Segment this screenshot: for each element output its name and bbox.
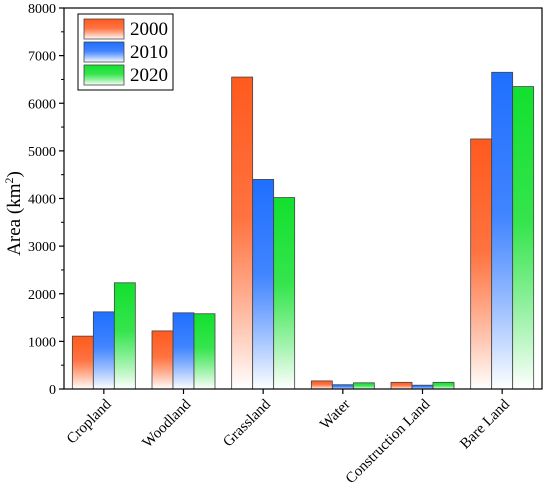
bar-grassland-2010: [252, 179, 275, 390]
bars-layer: [71, 71, 535, 390]
y-tick-label: 1000: [28, 335, 56, 350]
y-axis-title-close: ): [4, 171, 25, 177]
bar-construction-land-2020: [432, 381, 455, 390]
bar-bare-land-2000: [470, 138, 493, 390]
legend-label-2010: 2010: [130, 42, 168, 63]
legend-label-2020: 2020: [130, 65, 168, 86]
bar-grassland-2020: [273, 197, 296, 390]
bar-cropland-2010: [92, 311, 115, 390]
y-axis: 0 1000 2000 3000 4000 5000 6000 7000 8000: [28, 2, 64, 398]
bar-water-2000: [310, 380, 333, 390]
bar-cropland-2000: [71, 335, 94, 390]
y-tick-label: 7000: [28, 50, 56, 65]
y-axis-title: Area (km2): [2, 171, 25, 256]
x-tick-label: Water: [317, 397, 353, 433]
y-tick-label: 6000: [28, 97, 56, 112]
bar-construction-land-2000: [390, 381, 413, 390]
legend-swatch-2020: [83, 64, 125, 86]
x-tick-label: Cropland: [64, 396, 115, 447]
legend-swatch-2010: [83, 41, 125, 63]
legend-label-2000: 2000: [130, 19, 168, 40]
y-tick-label: 4000: [28, 193, 56, 208]
bar-bare-land-2010: [491, 71, 514, 390]
y-tick-label: 3000: [28, 240, 56, 255]
bar-water-2020: [352, 382, 375, 390]
y-tick-label: 2000: [28, 288, 56, 303]
y-tick-label: 5000: [28, 145, 56, 160]
x-tick-label: Construction Land: [343, 396, 434, 487]
bar-water-2010: [331, 384, 354, 390]
bar-woodland-2000: [151, 330, 174, 390]
bar-cropland-2020: [113, 282, 136, 390]
legend-swatch-2000: [83, 18, 125, 40]
y-axis-title-superscript: 2: [2, 178, 16, 184]
bar-bare-land-2020: [512, 86, 535, 390]
y-axis-title-main: Area (km: [4, 183, 25, 255]
bar-woodland-2020: [193, 313, 216, 390]
bar-grassland-2000: [231, 76, 254, 390]
bar-woodland-2010: [172, 312, 195, 390]
y-tick-label: 0: [49, 383, 56, 398]
y-tick-label: 8000: [28, 2, 56, 17]
x-tick-label: Grassland: [220, 396, 274, 450]
x-axis: Cropland Woodland Grassland WaterConstructi…: [64, 389, 513, 487]
x-tick-label: Woodland: [140, 396, 195, 451]
x-tick-label: Bare Land: [457, 396, 513, 452]
